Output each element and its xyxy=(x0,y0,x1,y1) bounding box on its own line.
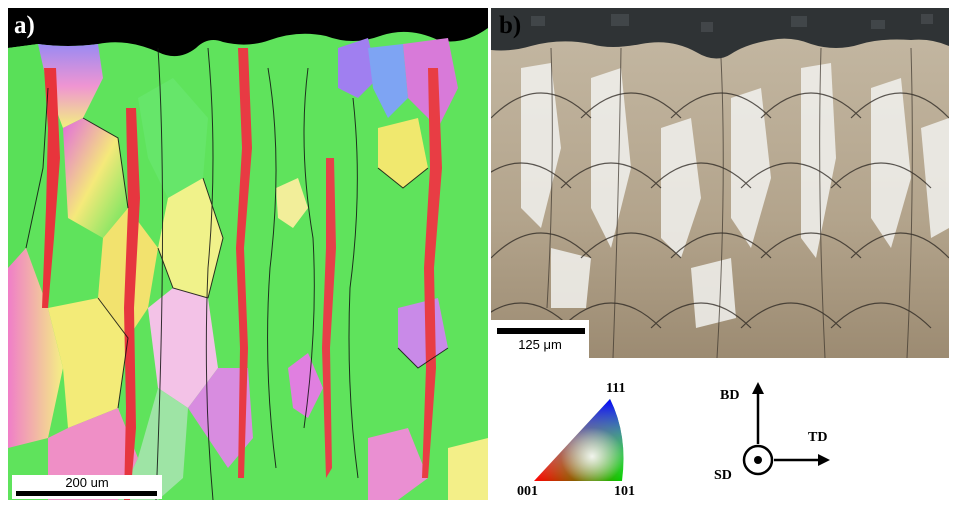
axis-label-bd: BD xyxy=(720,388,740,403)
sample-axes-diagram xyxy=(742,382,830,476)
scale-bar-b: 125 μm xyxy=(491,320,589,358)
ipf-label-001: 001 xyxy=(517,484,538,499)
ebsd-ipf-map xyxy=(8,8,488,500)
ipf-triangle-white xyxy=(534,399,624,481)
scale-bar-b-text: 125 μm xyxy=(518,337,562,352)
ipf-label-101: 101 xyxy=(614,484,635,499)
panel-label-a: a) xyxy=(14,12,35,39)
axis-label-td: TD xyxy=(808,430,828,445)
ebsd-map-graphic xyxy=(8,8,488,500)
scale-bar-a-text: 200 um xyxy=(65,475,109,490)
panel-label-b: b) xyxy=(499,12,522,39)
ipf-label-111: 111 xyxy=(606,381,626,396)
bd-arrow-head xyxy=(752,382,764,394)
scale-bar-a: 200 um xyxy=(12,475,162,499)
td-arrow-head xyxy=(818,454,830,466)
axis-label-sd: SD xyxy=(714,468,732,483)
sd-dot xyxy=(754,456,762,464)
scale-bar-b-line xyxy=(497,328,585,334)
optical-micrograph xyxy=(491,8,949,358)
scale-bar-a-line xyxy=(16,491,157,496)
ipf-color-key xyxy=(534,399,624,481)
micrograph-graphic xyxy=(491,8,949,358)
